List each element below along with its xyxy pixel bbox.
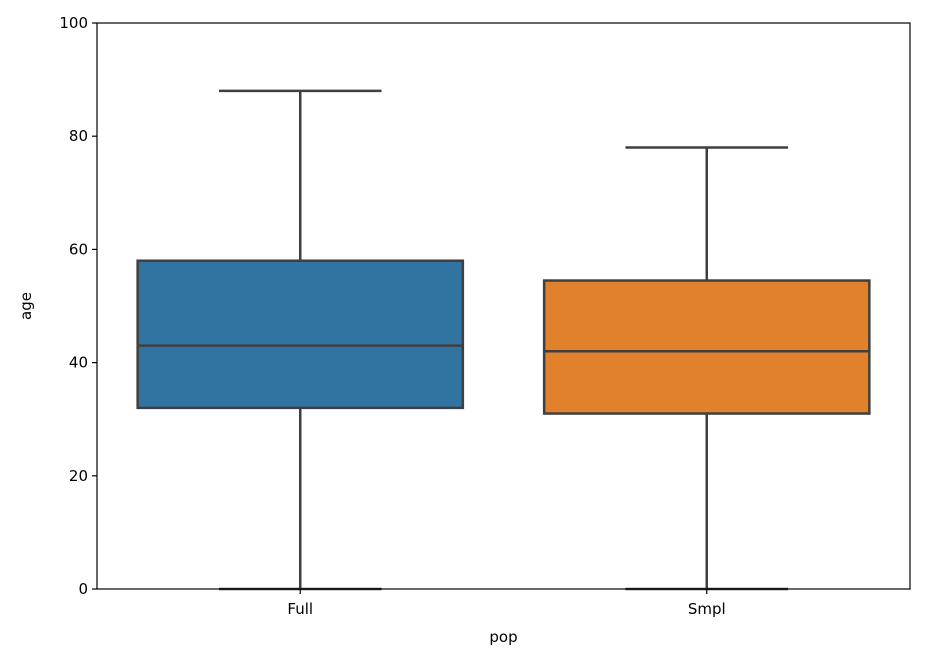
box-full <box>136 89 465 591</box>
x-tick-label: Full <box>287 600 313 618</box>
box-iqr <box>542 279 871 415</box>
x-axis-label: pop <box>489 628 517 646</box>
x-tick-label: Smpl <box>688 600 726 618</box>
box-smpl <box>542 146 871 591</box>
x-axis: Full Smpl <box>287 589 726 618</box>
y-tick-label: 80 <box>69 127 88 145</box>
y-axis: 0 20 40 60 80 100 <box>59 14 97 598</box>
y-tick-label: 40 <box>69 354 88 372</box>
y-axis-label: age <box>17 292 35 320</box>
y-tick-label: 20 <box>69 467 88 485</box>
y-tick-label: 0 <box>78 580 88 598</box>
boxes-layer <box>136 89 871 591</box>
box-iqr <box>136 259 465 410</box>
y-tick-label: 100 <box>59 14 88 32</box>
plot-frame <box>96 22 911 590</box>
y-tick-label: 60 <box>69 240 88 258</box>
